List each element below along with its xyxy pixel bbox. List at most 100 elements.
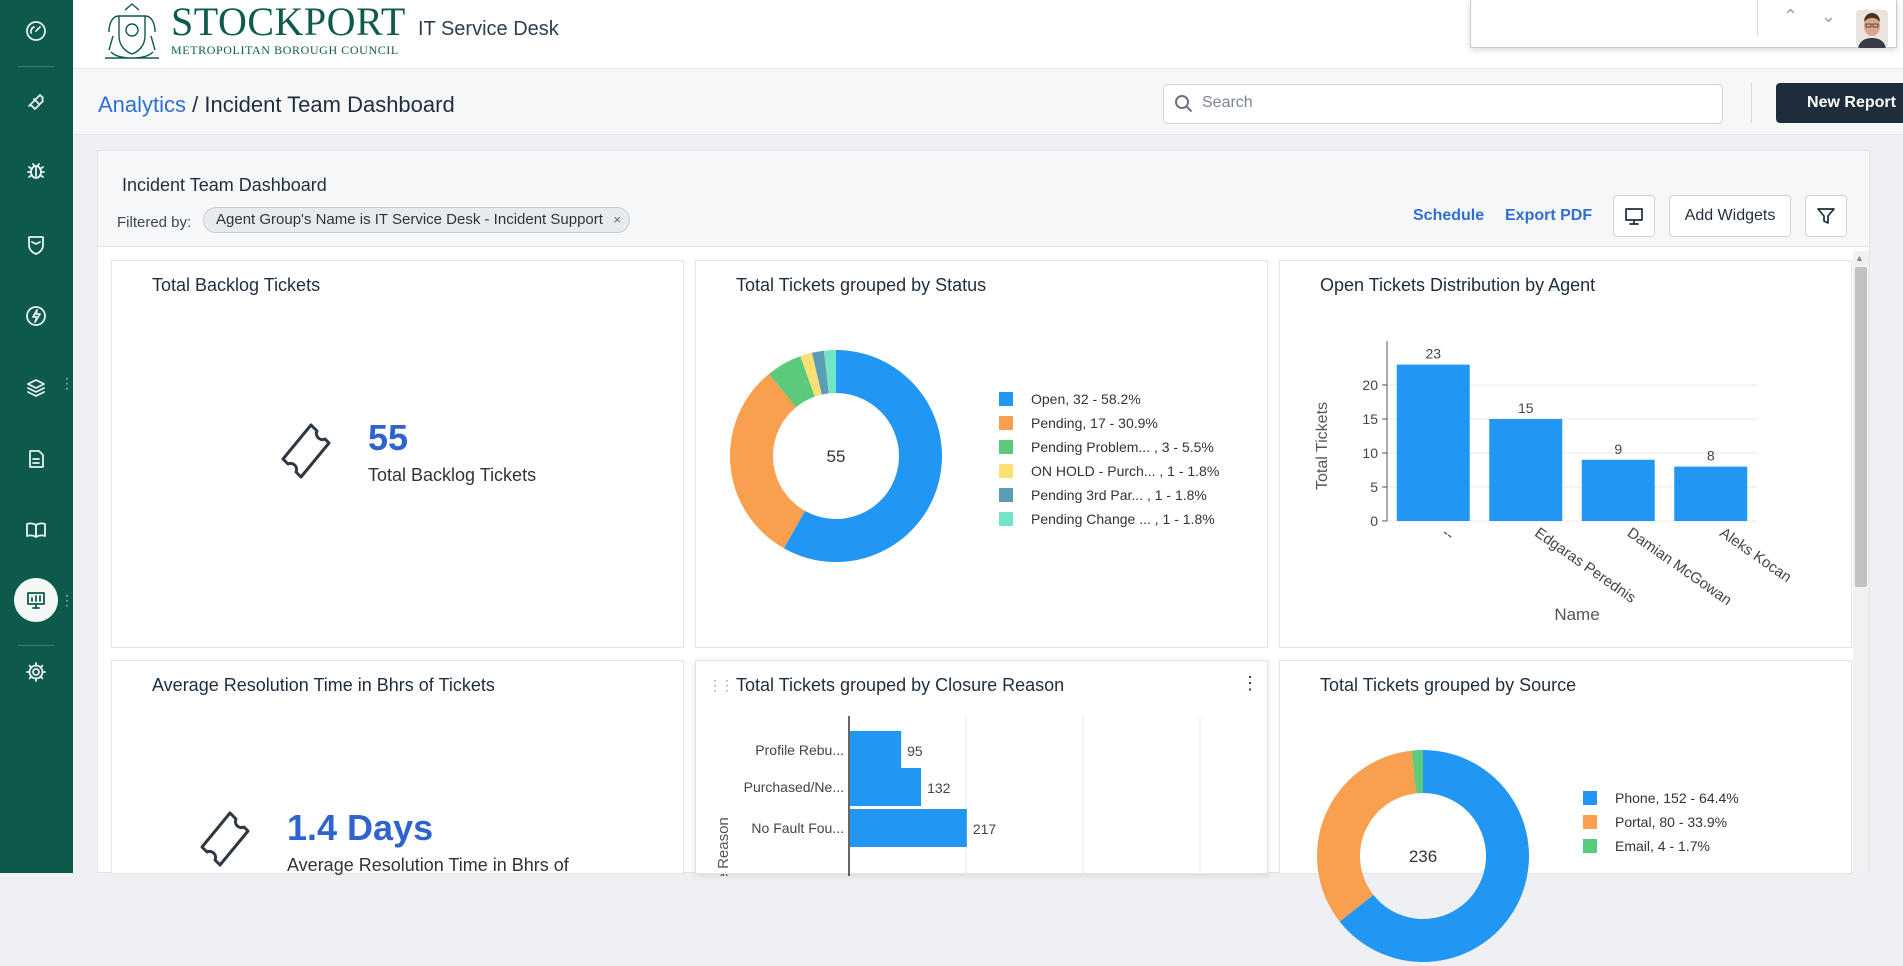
- analytics-more-icon[interactable]: ⋮: [60, 592, 74, 608]
- widget-title: Average Resolution Time in Bhrs of Ticke…: [152, 675, 495, 695]
- donut-slice[interactable]: [1317, 750, 1417, 922]
- bar[interactable]: [850, 731, 902, 769]
- search-box[interactable]: [1163, 84, 1723, 124]
- dashboard-panel: Incident Team Dashboard Filtered by: Age…: [97, 150, 1870, 962]
- legend-label: Phone, 152 - 64.4%: [1615, 790, 1739, 806]
- filter-icon: [1817, 208, 1835, 224]
- ticket-icon[interactable]: [18, 84, 54, 120]
- avatar[interactable]: [1856, 10, 1888, 48]
- donut-slice[interactable]: [800, 352, 822, 397]
- bar-value-label: 132: [927, 780, 951, 796]
- bar[interactable]: [850, 768, 922, 806]
- source-donut-chart[interactable]: 236: [1313, 746, 1533, 966]
- page-header: Analytics / Incident Team Dashboard New …: [73, 69, 1903, 135]
- layers-icon[interactable]: [18, 370, 54, 406]
- widget-tickets-by-status[interactable]: Total Tickets grouped by Status 55 Open,…: [695, 260, 1268, 648]
- legend-swatch: [999, 392, 1013, 406]
- widget-title: Total Tickets grouped by Source: [1320, 675, 1577, 695]
- schedule-link[interactable]: Schedule: [1413, 207, 1485, 224]
- dashboard-title: Incident Team Dashboard: [122, 175, 327, 195]
- document-icon[interactable]: [18, 441, 54, 477]
- legend-swatch: [999, 512, 1013, 526]
- donut-center-label: 236: [1409, 847, 1437, 866]
- donut-slice[interactable]: [1411, 750, 1423, 794]
- layers-more-icon[interactable]: ⋮: [60, 375, 74, 391]
- filtered-by-label: Filtered by:: [117, 214, 192, 231]
- donut-slice[interactable]: [768, 356, 815, 408]
- widget-tickets-by-source[interactable]: Total Tickets grouped by Source 236 Phon…: [1279, 660, 1852, 962]
- add-widgets-button[interactable]: Add Widgets: [1669, 195, 1791, 237]
- widget-menu-icon[interactable]: ⋮: [1241, 673, 1259, 693]
- gear-icon[interactable]: [18, 654, 54, 690]
- legend-swatch: [999, 464, 1013, 478]
- widget-tickets-by-closure-reason[interactable]: ⋮⋮ Total Tickets grouped by Closure Reas…: [695, 660, 1268, 876]
- legend-item[interactable]: Pending, 17 - 30.9%: [999, 415, 1158, 431]
- crest-icon: [105, 3, 159, 59]
- header-divider: [1751, 83, 1752, 123]
- donut-slice[interactable]: [783, 350, 942, 562]
- bar[interactable]: [1581, 459, 1655, 521]
- bar[interactable]: [850, 809, 967, 847]
- closure-bar-chart[interactable]: 95 Profile Rebu... 132 Purchased/Ne... 217 No…: [696, 716, 1256, 876]
- kpi-label: Average Resolution Time in Bhrs of: [287, 855, 569, 875]
- breadcrumb-analytics-link[interactable]: Analytics: [98, 92, 187, 117]
- legend-item[interactable]: Email, 4 - 1.7%: [1583, 838, 1710, 854]
- widget-title: Total Tickets grouped by Closure Reason: [736, 675, 1065, 695]
- kpi-label: Total Backlog Tickets: [368, 465, 537, 485]
- y-tick-label: 5: [1370, 479, 1378, 495]
- sidebar: ⋮ ⋮: [0, 0, 74, 873]
- find-previous-icon[interactable]: ⌃: [1783, 6, 1799, 26]
- bar[interactable]: [1674, 466, 1748, 521]
- donut-slice[interactable]: [823, 350, 836, 394]
- donut-slice[interactable]: [730, 373, 806, 549]
- scroll-up-arrow-icon[interactable]: ▲: [1855, 253, 1864, 263]
- analytics-icon[interactable]: [14, 578, 58, 622]
- legend-label: Portal, 80 - 33.9%: [1615, 814, 1728, 830]
- new-report-button[interactable]: New Report: [1776, 83, 1903, 123]
- bug-icon[interactable]: [18, 153, 54, 189]
- search-input[interactable]: [1200, 93, 1700, 113]
- legend-item[interactable]: Portal, 80 - 33.9%: [1583, 814, 1727, 830]
- filter-chip[interactable]: Agent Group's Name is IT Service Desk - …: [203, 207, 630, 233]
- y-axis-label: ure Reason: [715, 817, 732, 876]
- dashboard-gauge-icon[interactable]: [18, 13, 54, 49]
- y-tick-label: 20: [1362, 377, 1378, 393]
- lightning-icon[interactable]: [18, 298, 54, 334]
- donut-slice[interactable]: [811, 350, 829, 395]
- donut-center-label: 55: [827, 447, 846, 466]
- legend-item[interactable]: Pending Change ... , 1 - 1.8%: [999, 511, 1215, 527]
- page-title: Incident Team Dashboard: [204, 92, 455, 117]
- widget-total-backlog[interactable]: Total Backlog Tickets 55 Total Backlog T…: [111, 260, 684, 648]
- bar[interactable]: [1396, 364, 1470, 521]
- shield-icon[interactable]: [18, 227, 54, 263]
- filter-button[interactable]: [1805, 195, 1847, 237]
- bar[interactable]: [1489, 419, 1563, 521]
- legend-item[interactable]: ON HOLD - Purch... , 1 - 1.8%: [999, 463, 1219, 479]
- y-tick-label: No Fault Fou...: [751, 820, 844, 836]
- remove-filter-icon[interactable]: ×: [613, 212, 621, 227]
- legend-item[interactable]: Pending Problem... , 3 - 5.5%: [999, 439, 1214, 455]
- export-pdf-link[interactable]: Export PDF: [1505, 207, 1593, 224]
- legend-swatch: [999, 488, 1013, 502]
- find-next-icon[interactable]: ⌄: [1821, 6, 1837, 26]
- x-tick-label: Edgaras Perednis: [1531, 524, 1638, 606]
- widget-tickets-by-agent[interactable]: Open Tickets Distribution by Agent 0 5 10 1…: [1279, 260, 1852, 648]
- sidebar-divider: [18, 66, 54, 67]
- breadcrumb: Analytics / Incident Team Dashboard: [98, 92, 455, 118]
- app-title: IT Service Desk: [418, 18, 559, 40]
- drag-handle-icon[interactable]: ⋮⋮: [708, 677, 734, 693]
- widget-avg-resolution[interactable]: Average Resolution Time in Bhrs of Ticke…: [111, 660, 684, 876]
- legend-item[interactable]: Pending 3rd Par... , 1 - 1.8%: [999, 487, 1207, 503]
- top-bar: STOCKPORT METROPOLITAN BOROUGH COUNCIL I…: [73, 0, 1903, 69]
- legend-item[interactable]: Phone, 152 - 64.4%: [1583, 790, 1739, 806]
- council-logo[interactable]: STOCKPORT METROPOLITAN BOROUGH COUNCIL: [97, 2, 406, 62]
- filter-chip-text: Agent Group's Name is IT Service Desk - …: [216, 211, 603, 228]
- scrollbar-thumb[interactable]: [1855, 267, 1867, 587]
- x-tick-label: Aleks Kocan: [1716, 524, 1794, 586]
- book-icon[interactable]: [18, 512, 54, 548]
- presentation-mode-button[interactable]: [1613, 195, 1655, 237]
- legend-item[interactable]: Open, 32 - 58.2%: [999, 391, 1141, 407]
- status-donut-chart[interactable]: 55: [726, 346, 946, 566]
- ticket-icon: [192, 807, 252, 876]
